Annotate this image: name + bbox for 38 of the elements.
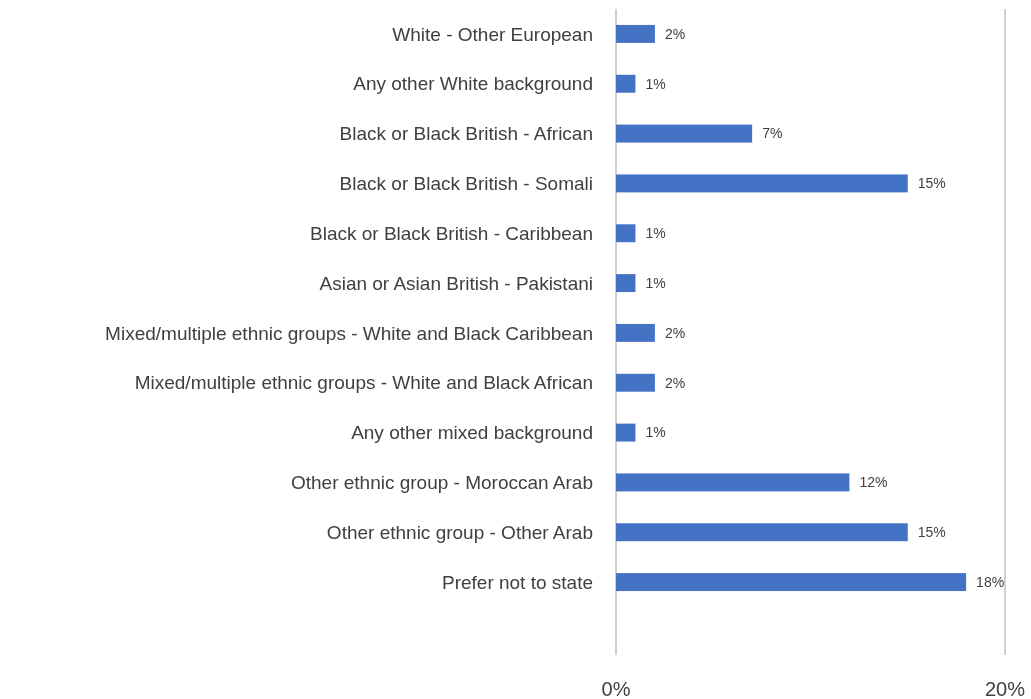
data-label: 2% — [664, 324, 686, 341]
y-tick-label: Other ethnic group - Moroccan Arab — [290, 472, 593, 494]
y-tick-label: Black or Black British - Caribbean — [310, 222, 593, 244]
y-tick-label: Other ethnic group - Other Arab — [326, 521, 593, 543]
bar — [616, 174, 908, 193]
data-label: 2% — [664, 374, 686, 391]
bar — [616, 224, 636, 243]
y-tick-label: Mixed/multiple ethnic groups - White and Black African — [134, 372, 593, 394]
data-label: 1% — [645, 424, 666, 441]
data-label: 7% — [762, 125, 783, 142]
y-tick-label: Mixed/multiple ethnic groups - White and Black Caribbean — [105, 322, 593, 344]
x-tick-label: 0% — [601, 678, 631, 699]
y-tick-label: Any other White background — [353, 73, 593, 95]
y-tick-label: White - Other European — [392, 23, 593, 45]
bar — [616, 473, 850, 492]
data-label: 1% — [645, 274, 666, 291]
y-tick-label: Any other mixed background — [351, 422, 593, 444]
data-label: 12% — [859, 474, 888, 491]
y-tick-label: Prefer not to state — [441, 571, 593, 593]
data-label: 15% — [917, 524, 946, 541]
x-tick-label: 20% — [984, 678, 1026, 699]
bar — [616, 24, 655, 43]
bar — [616, 274, 636, 293]
data-label: 1% — [645, 75, 666, 92]
bar — [616, 124, 753, 143]
bar — [616, 74, 636, 93]
bar — [616, 573, 967, 592]
y-tick-label: Black or Black British - Somali — [339, 173, 593, 195]
data-label: 2% — [664, 25, 686, 42]
data-label: 18% — [976, 573, 1005, 590]
bar — [616, 423, 636, 442]
data-label: 1% — [645, 225, 666, 242]
data-label: 15% — [917, 175, 946, 192]
bar — [616, 523, 908, 542]
bar — [616, 373, 655, 392]
y-tick-label: Asian or Asian British - Pakistani — [319, 272, 593, 294]
y-tick-label: Black or Black British - African — [339, 123, 593, 145]
bar — [616, 323, 655, 342]
